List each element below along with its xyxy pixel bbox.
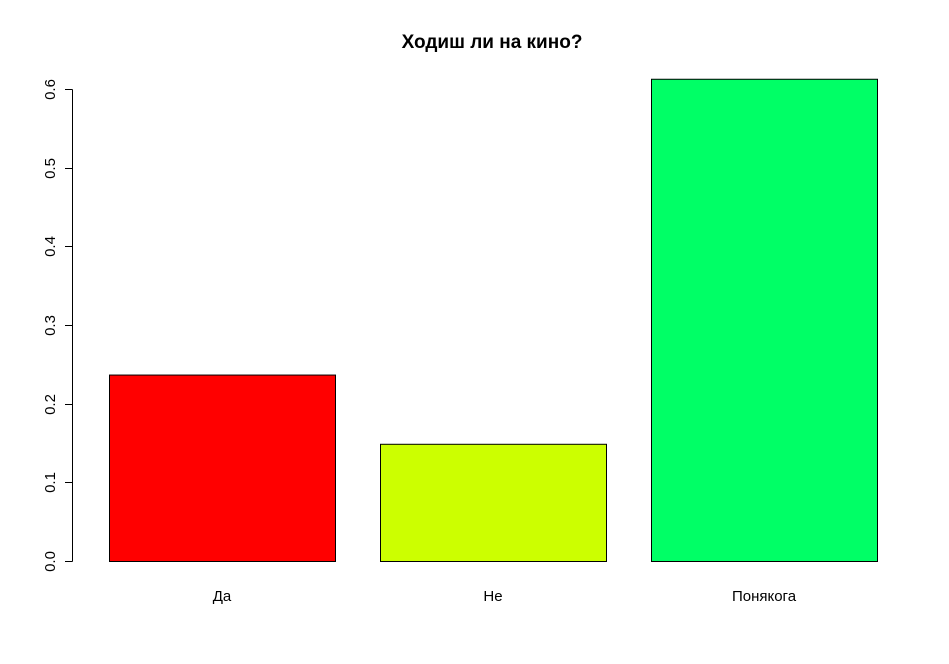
- y-axis: 0.0 0.1 0.2 0.3 0.4 0.5 0.6: [42, 79, 73, 572]
- x-category-label: Не: [483, 588, 502, 605]
- y-tick-label: 0.2: [42, 394, 59, 415]
- x-category-label: Да: [213, 588, 232, 605]
- bar-Не: [380, 443, 607, 563]
- x-category-label: Понякога: [732, 588, 797, 605]
- bar-Понякога: [651, 78, 878, 562]
- y-tick-label: 0.5: [42, 158, 59, 179]
- x-axis-labels: Да Не Понякога: [213, 588, 797, 605]
- chart-title: Ходиш ли на кино?: [402, 32, 583, 53]
- y-tick-label: 0.4: [42, 236, 59, 257]
- bars-group: [109, 78, 878, 563]
- bar-Да: [109, 374, 336, 562]
- y-tick-label: 0.6: [42, 79, 59, 100]
- y-tick-label: 0.1: [42, 472, 59, 493]
- y-tick-label: 0.3: [42, 315, 59, 336]
- y-tick-label: 0.0: [42, 551, 59, 572]
